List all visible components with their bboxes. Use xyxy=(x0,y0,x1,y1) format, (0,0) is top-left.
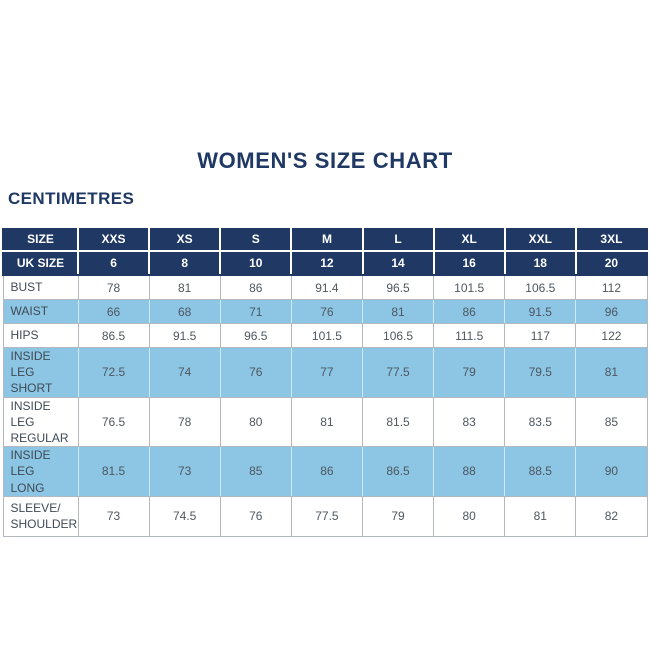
cell-value: 86 xyxy=(219,274,292,300)
row-label-uk-size: UK SIZE xyxy=(2,251,79,276)
header-cell: M xyxy=(291,228,364,252)
uk-size-row: UK SIZE 6 8 10 12 14 16 18 20 xyxy=(2,251,649,276)
cell-value: 86 xyxy=(433,299,506,324)
cell-value: 80 xyxy=(219,396,292,448)
cell-value: 77 xyxy=(290,347,364,398)
cell-value: 96 xyxy=(575,299,648,324)
cell-value: 73 xyxy=(148,446,221,497)
header-cell: 3XL xyxy=(575,228,649,252)
cell-value: 76 xyxy=(219,347,292,398)
cell-value: 18 xyxy=(504,251,577,276)
table-row-bust: BUST 78 81 86 91.4 96.5 101.5 106.5 112 xyxy=(2,274,648,300)
cell-value: 82 xyxy=(575,495,648,537)
cell-value: 79 xyxy=(361,495,435,537)
cell-value: 85 xyxy=(575,396,648,448)
cell-value: 6 xyxy=(78,251,151,276)
cell-value: 74 xyxy=(148,347,221,398)
cell-value: 79.5 xyxy=(504,347,577,398)
header-cell: S xyxy=(220,228,293,252)
cell-value: 8 xyxy=(149,251,222,276)
header-cell-size: SIZE xyxy=(2,228,79,252)
header-cell: XS xyxy=(149,228,222,252)
table-row-sleeve-shoulder: SLEEVE/ SHOULDER 73 74.5 76 77.5 79 80 8… xyxy=(2,495,648,537)
cell-value: 12 xyxy=(291,251,364,276)
cell-value: 101.5 xyxy=(433,274,506,300)
cell-value: 83.5 xyxy=(504,396,577,448)
cell-value: 80 xyxy=(433,495,506,537)
cell-value: 76 xyxy=(290,299,364,324)
cell-value: 122 xyxy=(575,323,648,348)
cell-value: 81 xyxy=(504,495,577,537)
size-header-row: SIZE XXS XS S M L XL XXL 3XL xyxy=(2,228,649,252)
row-label: WAIST xyxy=(2,299,79,324)
unit-label: CENTIMETRES xyxy=(8,189,135,208)
cell-value: 81 xyxy=(148,274,221,300)
cell-value: 76 xyxy=(219,495,292,537)
cell-value: 117 xyxy=(504,323,577,348)
cell-value: 86.5 xyxy=(77,323,150,348)
cell-value: 96.5 xyxy=(361,274,435,300)
cell-value: 68 xyxy=(148,299,221,324)
table-row-inside-leg-regular: INSIDE LEG REGULAR 76.5 78 80 81 81.5 83… xyxy=(2,396,648,448)
cell-value: 78 xyxy=(77,274,150,300)
cell-value: 20 xyxy=(575,251,649,276)
cell-value: 81.5 xyxy=(361,396,435,448)
header-cell: L xyxy=(362,228,435,252)
table-row-hips: HIPS 86.5 91.5 96.5 101.5 106.5 111.5 11… xyxy=(2,323,648,348)
cell-value: 106.5 xyxy=(361,323,435,348)
cell-value: 86 xyxy=(290,446,364,497)
cell-value: 112 xyxy=(575,274,648,300)
cell-value: 79 xyxy=(433,347,506,398)
cell-value: 66 xyxy=(77,299,150,324)
cell-value: 101.5 xyxy=(290,323,364,348)
cell-value: 111.5 xyxy=(433,323,506,348)
row-label: INSIDE LEG REGULAR xyxy=(2,396,79,448)
cell-value: 91.5 xyxy=(504,299,577,324)
header-cell: XL xyxy=(433,228,506,252)
cell-value: 106.5 xyxy=(504,274,577,300)
cell-value: 74.5 xyxy=(148,495,221,537)
cell-value: 88.5 xyxy=(504,446,577,497)
cell-value: 77.5 xyxy=(290,495,364,537)
cell-value: 91.4 xyxy=(290,274,364,300)
cell-value: 72.5 xyxy=(77,347,150,398)
cell-value: 85 xyxy=(219,446,292,497)
cell-value: 81 xyxy=(361,299,435,324)
cell-value: 16 xyxy=(433,251,506,276)
cell-value: 86.5 xyxy=(361,446,435,497)
cell-value: 10 xyxy=(220,251,293,276)
cell-value: 73 xyxy=(77,495,150,537)
row-label: HIPS xyxy=(2,323,79,348)
size-chart-table: SIZE XXS XS S M L XL XXL 3XL UK SIZE 6 8… xyxy=(2,228,649,537)
cell-value: 96.5 xyxy=(219,323,292,348)
table-row-inside-leg-long: INSIDE LEG LONG 81.5 73 85 86 86.5 88 88… xyxy=(2,446,648,497)
cell-value: 81.5 xyxy=(77,446,150,497)
cell-value: 14 xyxy=(362,251,435,276)
cell-value: 81 xyxy=(290,396,364,448)
cell-value: 90 xyxy=(575,446,648,497)
row-label: SLEEVE/ SHOULDER xyxy=(2,495,79,537)
cell-value: 78 xyxy=(148,396,221,448)
row-label: INSIDE LEG LONG xyxy=(2,446,79,497)
header-cell: XXS xyxy=(78,228,151,252)
row-label: INSIDE LEG SHORT xyxy=(2,347,79,398)
cell-value: 91.5 xyxy=(148,323,221,348)
cell-value: 71 xyxy=(219,299,292,324)
cell-value: 83 xyxy=(433,396,506,448)
cell-value: 81 xyxy=(575,347,648,398)
page-title: WOMEN'S SIZE CHART xyxy=(197,148,453,173)
cell-value: 88 xyxy=(433,446,506,497)
table-row-waist: WAIST 66 68 71 76 81 86 91.5 96 xyxy=(2,299,648,324)
cell-value: 77.5 xyxy=(361,347,435,398)
table-row-inside-leg-short: INSIDE LEG SHORT 72.5 74 76 77 77.5 79 7… xyxy=(2,347,648,398)
row-label: BUST xyxy=(2,274,79,300)
cell-value: 76.5 xyxy=(77,396,150,448)
header-cell: XXL xyxy=(504,228,577,252)
